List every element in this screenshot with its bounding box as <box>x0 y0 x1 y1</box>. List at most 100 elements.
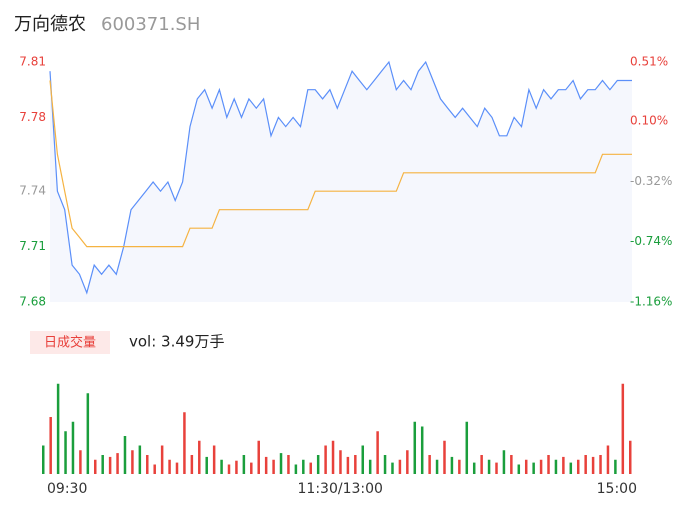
volume-bar <box>123 436 127 474</box>
price-line <box>49 80 632 248</box>
volume-bar <box>227 464 231 474</box>
volume-bar <box>398 459 402 474</box>
volume-bar <box>257 440 260 474</box>
volume-bar <box>406 450 409 474</box>
volume-bar <box>591 456 595 474</box>
volume-bar <box>316 455 320 474</box>
volume-tab-label[interactable]: 日成交量 <box>44 335 96 351</box>
y-tick-label: 7.74 <box>19 184 46 198</box>
volume-bar <box>56 383 60 474</box>
volume-bar <box>420 426 424 474</box>
volume-bar <box>235 460 238 474</box>
volume-bar <box>131 450 134 474</box>
volume-bar <box>242 455 246 474</box>
volume-bar <box>621 383 625 474</box>
volume-bar <box>517 464 521 474</box>
volume-bar <box>391 462 394 474</box>
volume-bar <box>86 393 90 474</box>
volume-bar <box>465 421 469 474</box>
volume-bar <box>368 459 372 474</box>
volume-bar <box>458 459 461 474</box>
y-tick-label: 7.81 <box>19 55 46 69</box>
volume-bar <box>212 445 216 474</box>
volume-bar <box>354 455 357 474</box>
volume-bar <box>79 450 82 474</box>
volume-bar <box>175 462 179 474</box>
volume-bar <box>220 459 223 474</box>
volume-bar <box>376 431 379 474</box>
y-tick-label: 7.68 <box>19 295 46 309</box>
volume-bar <box>116 453 119 474</box>
x-tick-label: 09:30 <box>47 481 87 497</box>
y2-tick-label: -0.74% <box>630 234 672 248</box>
volume-bar <box>331 440 335 474</box>
volume-bar <box>510 455 513 474</box>
volume-bar <box>287 455 290 474</box>
volume-bar <box>599 455 602 474</box>
volume-bar <box>554 459 558 474</box>
volume-bar <box>153 464 156 474</box>
volume-bar <box>346 456 350 474</box>
volume-bar <box>183 412 186 474</box>
volume-bar <box>614 459 617 474</box>
volume-bar <box>49 417 52 474</box>
volume-bar <box>190 455 194 474</box>
volume-bar <box>584 455 587 474</box>
volume-bar <box>168 459 171 474</box>
volume-summary: vol: 3.49万手 <box>129 333 224 351</box>
volume-bar <box>472 462 476 474</box>
volume-bar <box>443 440 446 474</box>
volume-bar <box>146 455 149 474</box>
volume-bar <box>94 459 97 474</box>
volume-bar <box>435 459 439 474</box>
volume-bar <box>205 456 208 474</box>
y2-tick-label: 0.10% <box>630 113 668 127</box>
volume-bar <box>547 455 550 474</box>
price-area <box>50 62 632 302</box>
y2-tick-label: -1.16% <box>630 295 672 309</box>
volume-bar <box>495 462 498 474</box>
volume-bar <box>42 445 45 474</box>
volume-bar <box>302 459 305 474</box>
volume-bar <box>64 431 67 474</box>
volume-bar <box>108 456 112 474</box>
volume-bar <box>198 440 201 474</box>
price-line <box>49 60 632 295</box>
volume-bar <box>339 450 342 474</box>
volume-bar <box>272 459 275 474</box>
volume-bar <box>383 455 387 474</box>
volume-bar <box>264 456 268 474</box>
volume-bar <box>71 421 75 474</box>
volume-bar <box>450 456 454 474</box>
volume-bar <box>562 456 565 474</box>
volume-bar <box>532 462 535 474</box>
volume-bar <box>576 459 580 474</box>
volume-bar <box>138 445 142 474</box>
volume-bar <box>428 455 431 474</box>
volume-bar <box>324 445 327 474</box>
volume-bar <box>569 462 573 474</box>
stock-code: 600371.SH <box>101 14 200 35</box>
volume-bar <box>101 455 104 474</box>
y2-tick-label: -0.32% <box>630 174 672 188</box>
volume-bar <box>539 459 543 474</box>
volume-bar <box>279 453 283 474</box>
volume-bar <box>480 455 483 474</box>
volume-bar <box>309 462 312 474</box>
volume-bar <box>487 459 491 474</box>
x-tick-label: 11:30/13:00 <box>298 481 383 497</box>
volume-bar <box>606 445 610 474</box>
volume-bar <box>629 440 632 474</box>
volume-bar <box>294 464 298 474</box>
y-tick-label: 7.78 <box>19 110 46 124</box>
y-tick-label: 7.71 <box>19 239 46 253</box>
volume-tab[interactable] <box>30 331 110 354</box>
volume-bar <box>361 445 365 474</box>
stock-name: 万向德农 <box>14 14 86 35</box>
volume-bar <box>160 445 164 474</box>
volume-bar <box>502 450 506 474</box>
x-tick-label: 15:00 <box>597 481 637 497</box>
y2-tick-label: 0.51% <box>630 55 668 69</box>
volume-bar <box>250 462 253 474</box>
